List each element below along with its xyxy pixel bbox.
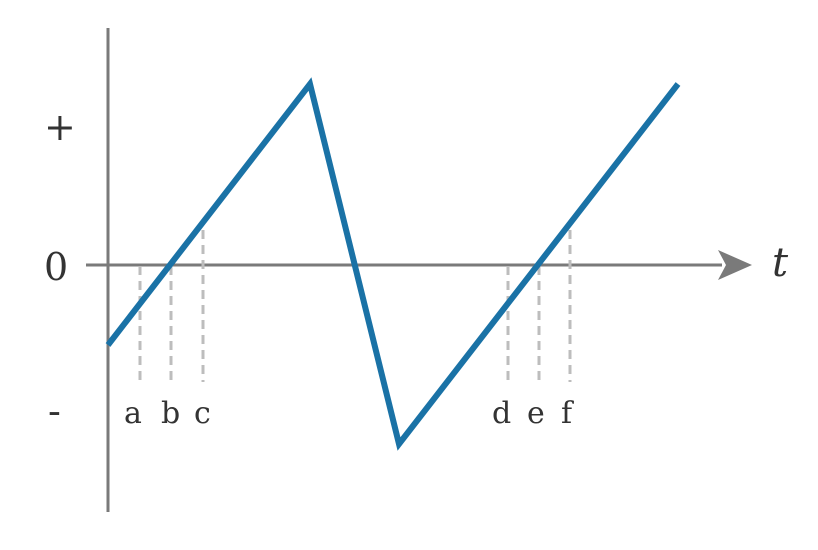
marker-c: c [194, 396, 211, 431]
marker-e: e [527, 396, 545, 431]
y-minus-label: - [48, 389, 61, 433]
waveform-line [105, 77, 681, 451]
x-axis-arrowhead [718, 250, 752, 280]
marker-f: f [561, 396, 574, 431]
marker-d: d [492, 396, 511, 431]
guide-lines [138, 230, 572, 382]
y-plus-label: + [44, 105, 76, 149]
x-axis-label: t [772, 240, 789, 286]
y-zero-label: 0 [44, 245, 68, 289]
marker-a: a [124, 396, 142, 431]
marker-b: b [161, 396, 180, 431]
